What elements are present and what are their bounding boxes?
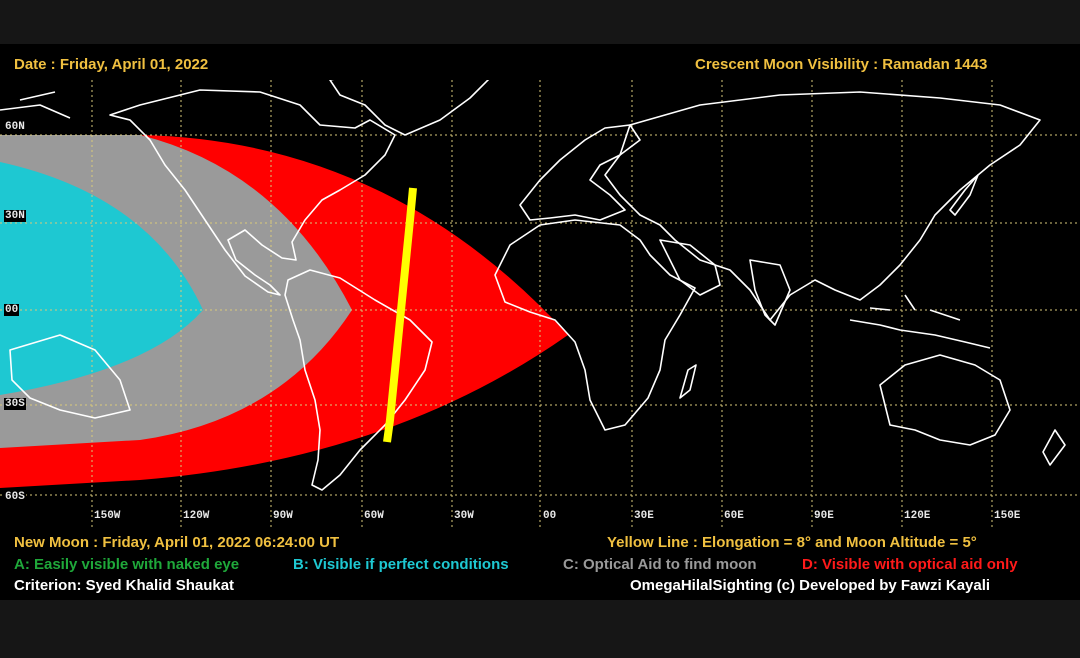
arabia-outline: [659, 239, 721, 296]
greenland-outline: [329, 80, 490, 136]
yellow-line-info: Yellow Line : Elongation = 8° and Moon A…: [607, 534, 977, 551]
indonesia-outline: [849, 294, 991, 349]
asia-outline: [604, 91, 1041, 321]
legend-d: D: Visible with optical aid only: [802, 556, 1018, 573]
lon-label-30w: 30W: [454, 510, 474, 522]
lat-label-30n: 30N: [4, 210, 26, 222]
zone-a-naked-eye: [0, 162, 203, 395]
europe-outline: [519, 124, 641, 221]
credit: OmegaHilalSighting (c) Developed by Fawz…: [630, 577, 991, 594]
yellow-line: [383, 187, 417, 443]
india-outline: [749, 259, 791, 326]
africa-outline: [494, 219, 696, 431]
lat-label-60s: 60S: [4, 491, 26, 503]
lat-label-00: 00: [4, 304, 20, 316]
graticule: [0, 80, 1080, 530]
australia-outline: [879, 354, 1011, 446]
visibility-title: Crescent Moon Visibility : Ramadan 1443: [695, 56, 988, 73]
lon-label-150w: 150W: [94, 510, 121, 522]
new-zealand-outline: [1042, 429, 1066, 466]
lon-label-00: 00: [543, 510, 557, 522]
lon-label-120e: 120E: [904, 510, 931, 522]
lat-label-30s: 30S: [4, 398, 26, 410]
south-america-outline: [284, 269, 433, 491]
legend-c: C: Optical Aid to find moon: [563, 556, 757, 573]
coastlines: [0, 80, 1066, 491]
legend-b: B: Visible if perfect conditions: [293, 556, 509, 573]
lon-label-90e: 90E: [814, 510, 834, 522]
bottom-border: [0, 600, 1080, 658]
new-moon-info: New Moon : Friday, April 01, 2022 06:24:…: [14, 534, 340, 551]
date-title: Date : Friday, April 01, 2022: [14, 56, 209, 73]
japan-outline: [949, 174, 979, 216]
lon-label-90w: 90W: [273, 510, 293, 522]
lon-label-120w: 120W: [183, 510, 210, 522]
lon-label-60w: 60W: [364, 510, 384, 522]
world-visibility-map: [0, 80, 1080, 530]
criterion: Criterion: Syed Khalid Shaukat: [14, 577, 235, 594]
pacific-islands-outline: [9, 334, 131, 419]
madagascar-outline: [679, 364, 697, 399]
lon-label-150e: 150E: [994, 510, 1021, 522]
lon-label-30e: 30E: [634, 510, 654, 522]
north-america-outline: [109, 89, 396, 296]
arctic-coast-outline: [0, 91, 71, 119]
lon-label-60e: 60E: [724, 510, 744, 522]
top-border: [0, 0, 1080, 44]
legend-a: A: Easily visible with naked eye: [14, 556, 240, 573]
lat-label-60n: 60N: [4, 121, 26, 133]
